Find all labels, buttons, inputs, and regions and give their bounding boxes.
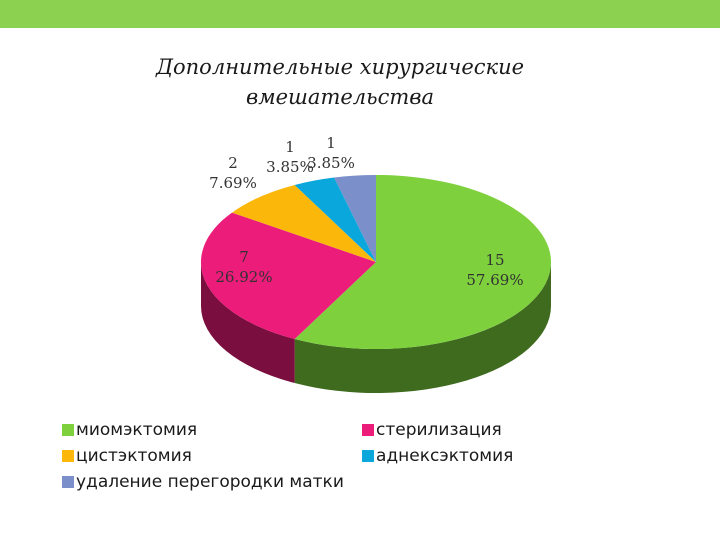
data-label-value-cystectomy: 2 [228,154,238,172]
data-label-value-adnexectomy: 1 [285,138,295,156]
legend-item-cystectomy: цистэктомия [62,446,192,466]
pie-side-myomectomy [294,262,551,393]
legend-label-cystectomy: цистэктомия [76,446,192,466]
legend-item-septum-removal: удаление перегородки матки [62,472,344,492]
data-label-value-septum-removal: 1 [326,134,336,152]
chart-legend: миомэктомия стерилизация цистэктомия адн… [62,420,662,500]
legend-label-adnexectomy: аднексэктомия [376,446,514,466]
legend-swatch-septum-removal [62,476,74,488]
pie-slice-adnexectomy [294,177,376,262]
chart-title-line-1: Дополнительные хирургические [155,55,525,79]
data-label-percent-cystectomy: 7.69% [209,174,257,192]
pie-slice-cystectomy [231,184,376,262]
data-label-percent-sterilization: 26.92% [215,268,272,286]
legend-item-sterilization: стерилизация [362,420,502,440]
legend-label-septum-removal: удаление перегородки матки [76,472,344,492]
data-label-value-sterilization: 7 [239,248,249,266]
legend-label-myomectomy: миомэктомия [76,420,198,440]
legend-swatch-cystectomy [62,450,74,462]
pie-slice-sterilization [200,212,376,340]
data-label-value-myomectomy: 15 [485,251,504,269]
legend-item-adnexectomy: аднексэктомия [362,446,513,466]
legend-swatch-sterilization [362,424,374,436]
pie-slice-myomectomy [294,175,551,349]
chart-title-line-2: вмешательства [245,85,435,109]
data-label-percent-septum-removal: 3.85% [307,154,355,172]
legend-swatch-myomectomy [62,424,74,436]
data-label-percent-adnexectomy: 3.85% [266,158,314,176]
legend-label-sterilization: стерилизация [376,420,502,440]
pie-side-sterilization [201,262,295,384]
top-accent-bar [0,0,720,28]
pie-slice-septum-removal [334,175,376,262]
legend-swatch-adnexectomy [362,450,374,462]
chart-title: Дополнительные хирургические вмешательст… [130,52,550,112]
data-label-percent-myomectomy: 57.69% [466,271,523,289]
legend-item-myomectomy: миомэктомия [62,420,197,440]
